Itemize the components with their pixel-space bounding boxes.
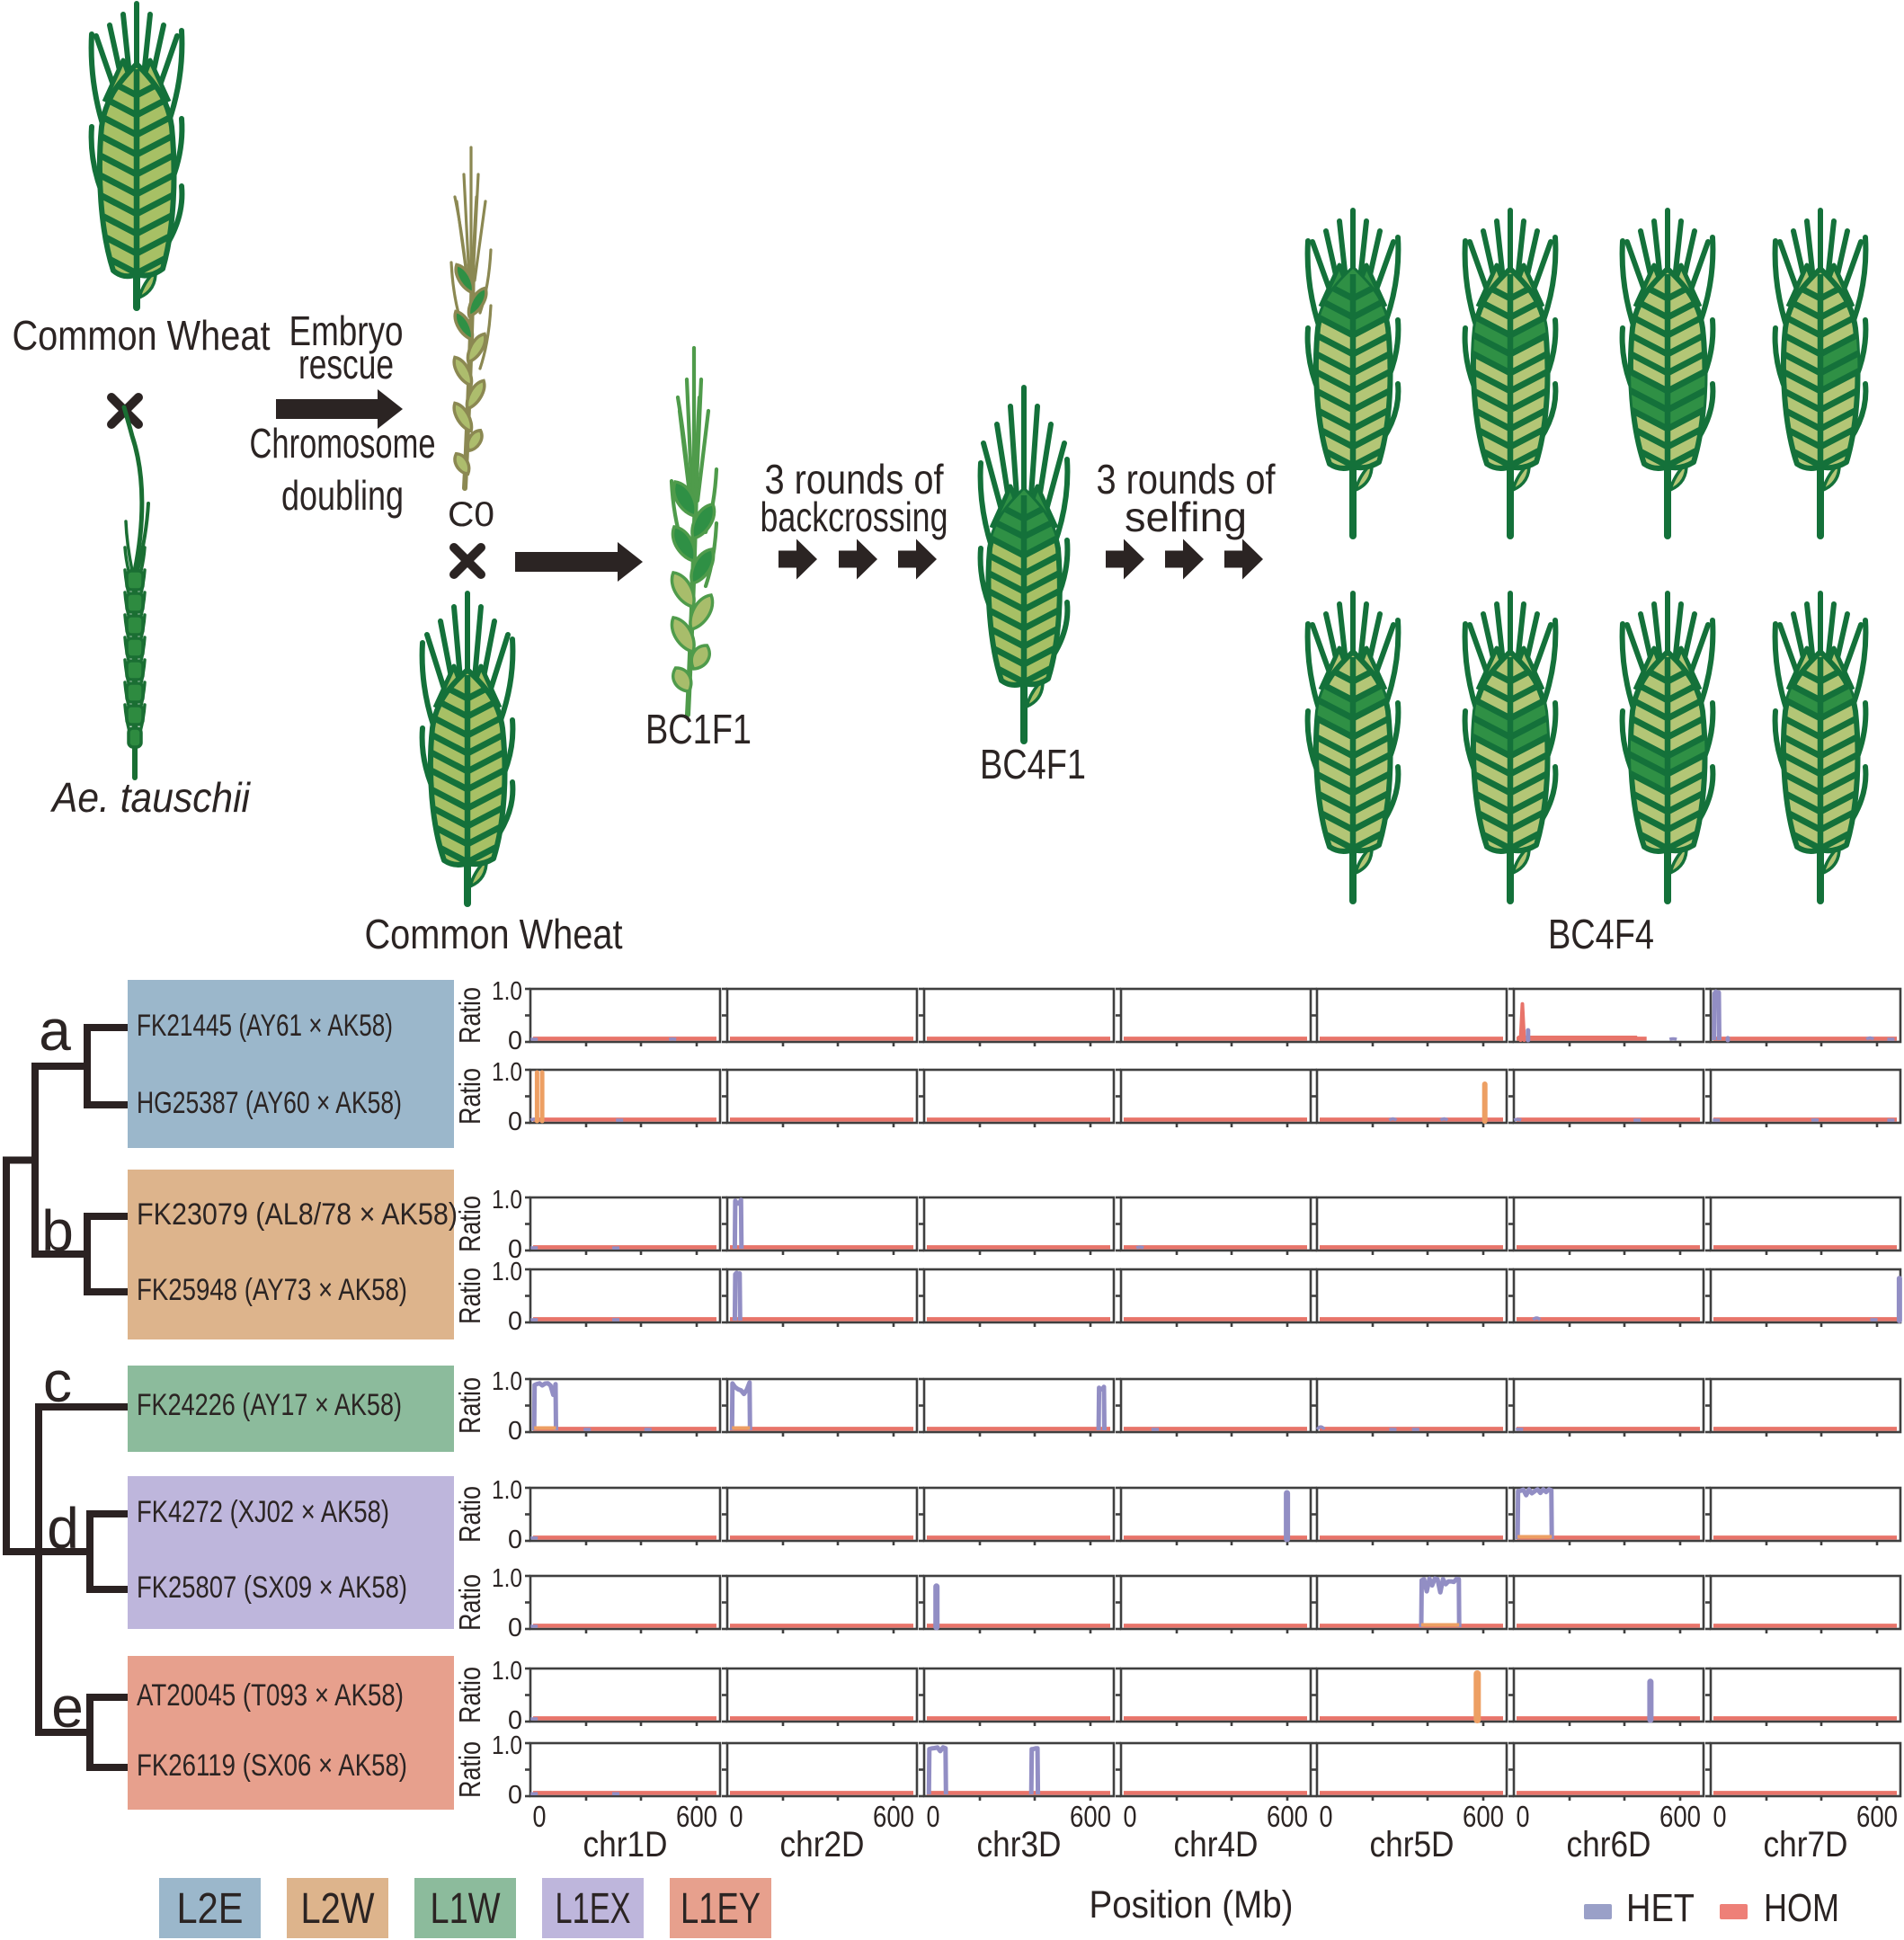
svg-text:0: 0 (1320, 1800, 1333, 1833)
svg-text:0: 0 (508, 1614, 522, 1642)
svg-text:Position (Mb): Position (Mb) (1090, 1883, 1294, 1927)
svg-text:FK26119 (SX06 × AK58): FK26119 (SX06 × AK58) (137, 1749, 407, 1783)
svg-text:Ratio: Ratio (453, 1574, 486, 1631)
svg-text:L1EX: L1EX (556, 1885, 631, 1933)
svg-text:0: 0 (927, 1800, 940, 1833)
svg-text:FK21445 (AY61 × AK58): FK21445 (AY61 × AK58) (137, 1009, 393, 1043)
svg-text:selfing: selfing (1125, 494, 1247, 540)
svg-text:Embryo: Embryo (289, 307, 404, 354)
svg-text:chr6D: chr6D (1567, 1825, 1651, 1864)
svg-text:L2E: L2E (177, 1885, 244, 1933)
svg-text:Ratio: Ratio (453, 1196, 486, 1252)
svg-text:Common Wheat: Common Wheat (365, 911, 623, 957)
svg-text:chr7D: chr7D (1764, 1825, 1848, 1864)
svg-text:BC4F4: BC4F4 (1548, 911, 1654, 957)
svg-text:C0: C0 (448, 495, 494, 534)
svg-text:chr1D: chr1D (583, 1825, 668, 1864)
svg-text:chr2D: chr2D (780, 1825, 865, 1864)
svg-text:600: 600 (1659, 1800, 1701, 1833)
svg-text:1.0: 1.0 (492, 1731, 522, 1760)
svg-text:Ratio: Ratio (453, 1741, 486, 1798)
svg-text:0: 0 (508, 1307, 522, 1336)
svg-text:Ratio: Ratio (453, 1068, 486, 1125)
svg-text:d: d (47, 1496, 79, 1561)
svg-text:0: 0 (508, 1526, 522, 1554)
svg-text:b: b (41, 1198, 74, 1263)
svg-text:HG25387 (AY60 × AK58): HG25387 (AY60 × AK58) (137, 1086, 402, 1120)
svg-text:Ratio: Ratio (453, 987, 486, 1044)
svg-text:AT20045 (T093 × AK58): AT20045 (T093 × AK58) (137, 1678, 404, 1713)
svg-text:a: a (39, 998, 71, 1063)
svg-text:600: 600 (1463, 1800, 1504, 1833)
svg-text:0: 0 (1713, 1800, 1727, 1833)
svg-text:1.0: 1.0 (492, 1476, 522, 1505)
svg-text:BC4F1: BC4F1 (980, 741, 1086, 788)
svg-text:1.0: 1.0 (492, 977, 522, 1006)
svg-text:FK4272 (XJ02 × AK58): FK4272 (XJ02 × AK58) (137, 1495, 389, 1529)
svg-text:0: 0 (508, 1027, 522, 1055)
svg-text:FK24226 (AY17 × AK58): FK24226 (AY17 × AK58) (137, 1388, 402, 1422)
svg-text:chr5D: chr5D (1370, 1825, 1455, 1864)
svg-text:Ratio: Ratio (453, 1268, 486, 1324)
svg-text:3 rounds of: 3 rounds of (1097, 456, 1276, 503)
svg-text:chr3D: chr3D (977, 1825, 1062, 1864)
svg-text:600: 600 (1070, 1800, 1111, 1833)
svg-text:0: 0 (730, 1800, 743, 1833)
svg-text:HOM: HOM (1764, 1886, 1839, 1930)
svg-text:Chromosome: Chromosome (250, 420, 436, 467)
svg-text:1.0: 1.0 (492, 1186, 522, 1215)
svg-text:3 rounds of: 3 rounds of (765, 456, 944, 503)
svg-text:0: 0 (1124, 1800, 1137, 1833)
svg-text:0: 0 (508, 1417, 522, 1446)
svg-text:Ratio: Ratio (453, 1486, 486, 1543)
svg-text:600: 600 (1856, 1800, 1898, 1833)
svg-text:backcrossing: backcrossing (761, 494, 948, 540)
svg-text:chr4D: chr4D (1174, 1825, 1259, 1864)
svg-text:600: 600 (1267, 1800, 1308, 1833)
svg-text:Common Wheat: Common Wheat (13, 312, 271, 359)
svg-text:L1EY: L1EY (681, 1885, 761, 1933)
svg-text:FK25948 (AY73 × AK58): FK25948 (AY73 × AK58) (137, 1273, 407, 1307)
svg-text:Ratio: Ratio (453, 1377, 486, 1434)
svg-text:L2W: L2W (301, 1885, 376, 1933)
svg-text:FK25807 (SX09 × AK58): FK25807 (SX09 × AK58) (137, 1571, 407, 1605)
svg-text:1.0: 1.0 (492, 1657, 522, 1686)
svg-text:HET: HET (1626, 1886, 1695, 1930)
svg-text:600: 600 (873, 1800, 914, 1833)
svg-text:FK23079 (AL8/78 × AK58): FK23079 (AL8/78 × AK58) (137, 1197, 458, 1232)
svg-text:Ratio: Ratio (453, 1667, 486, 1723)
svg-text:e: e (51, 1675, 84, 1740)
svg-text:Ae. tauschii: Ae. tauschii (49, 774, 251, 821)
svg-text:BC1F1: BC1F1 (645, 706, 752, 752)
svg-text:1.0: 1.0 (492, 1367, 522, 1396)
svg-text:1.0: 1.0 (492, 1058, 522, 1087)
svg-text:0: 0 (1517, 1800, 1530, 1833)
svg-text:0: 0 (508, 1108, 522, 1136)
svg-text:1.0: 1.0 (492, 1564, 522, 1593)
svg-text:rescue: rescue (298, 341, 394, 387)
svg-text:0: 0 (533, 1800, 547, 1833)
svg-text:0: 0 (508, 1235, 522, 1264)
svg-text:c: c (43, 1349, 72, 1414)
svg-text:L1W: L1W (431, 1885, 502, 1933)
svg-text:0: 0 (508, 1706, 522, 1735)
svg-text:600: 600 (676, 1800, 717, 1833)
svg-text:1.0: 1.0 (492, 1258, 522, 1286)
svg-text:0: 0 (508, 1781, 522, 1810)
svg-text:doubling: doubling (281, 472, 404, 519)
